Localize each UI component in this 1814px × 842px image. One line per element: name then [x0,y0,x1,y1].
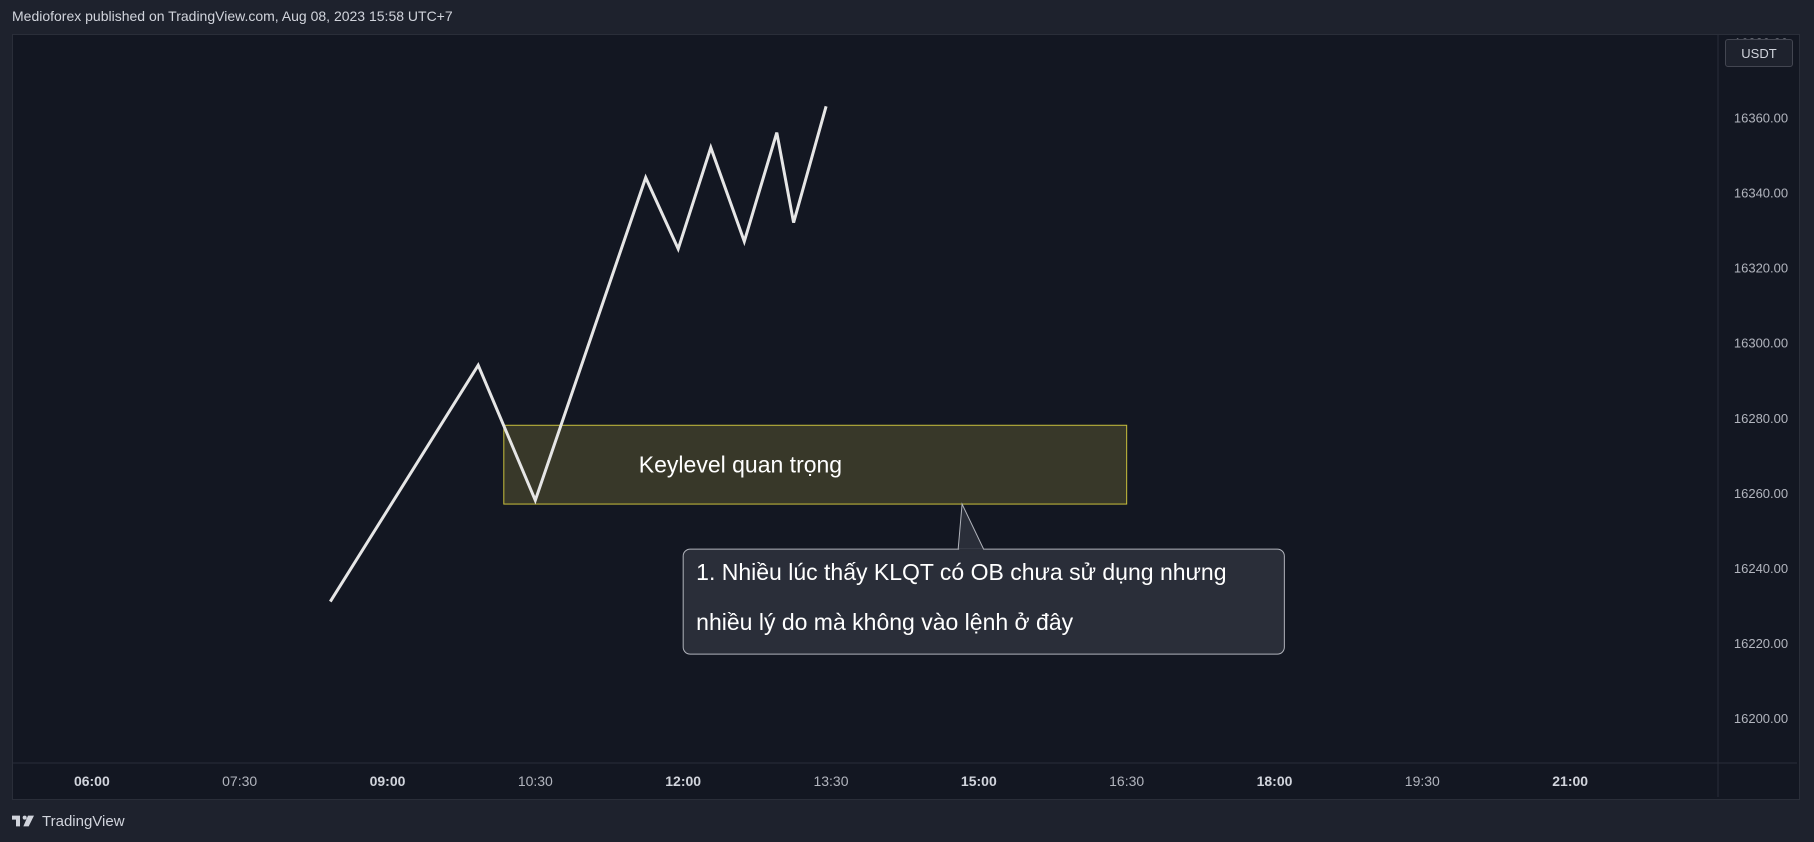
callout-box[interactable] [682,548,1285,655]
time-tick-label: 19:30 [1405,773,1440,789]
price-tick-label: 16260.00 [1734,486,1788,501]
time-tick-label: 16:30 [1109,773,1144,789]
keylevel-zone-label: Keylevel quan trọng [639,452,842,478]
price-tick-label: 16300.00 [1734,336,1788,351]
time-tick-label: 18:00 [1257,773,1293,789]
footer-brand[interactable]: TradingView [12,810,125,832]
time-tick-label: 15:00 [961,773,997,789]
time-tick-label: 10:30 [518,773,553,789]
tradingview-logo-icon [12,815,34,827]
callout-pointer [957,502,985,551]
keylevel-zone[interactable] [503,424,1128,505]
time-tick-label: 13:30 [813,773,848,789]
currency-badge[interactable]: USDT [1725,39,1793,67]
price-tick-label: 16220.00 [1734,636,1788,651]
price-tick-label: 16360.00 [1734,111,1788,126]
price-tick-label: 16240.00 [1734,561,1788,576]
price-tick-label: 16320.00 [1734,261,1788,276]
price-tick-label: 16280.00 [1734,411,1788,426]
price-tick-label: 16340.00 [1734,186,1788,201]
callout-text-line: 1. Nhiều lúc thấy KLQT có OB chưa sử dụn… [696,559,1226,585]
price-tick-label: 16200.00 [1734,711,1788,726]
time-tick-label: 21:00 [1552,773,1588,789]
publish-info: Medioforex published on TradingView.com,… [12,8,453,24]
time-tick-label: 12:00 [665,773,701,789]
price-line-series[interactable] [329,105,828,603]
footer-brand-label: TradingView [42,812,125,830]
callout-text-line: nhiều lý do mà không vào lệnh ở đây [696,609,1073,635]
time-tick-label: 06:00 [74,773,110,789]
time-tick-label: 09:00 [370,773,406,789]
chart-pane[interactable] [12,34,1800,800]
time-tick-label: 07:30 [222,773,257,789]
